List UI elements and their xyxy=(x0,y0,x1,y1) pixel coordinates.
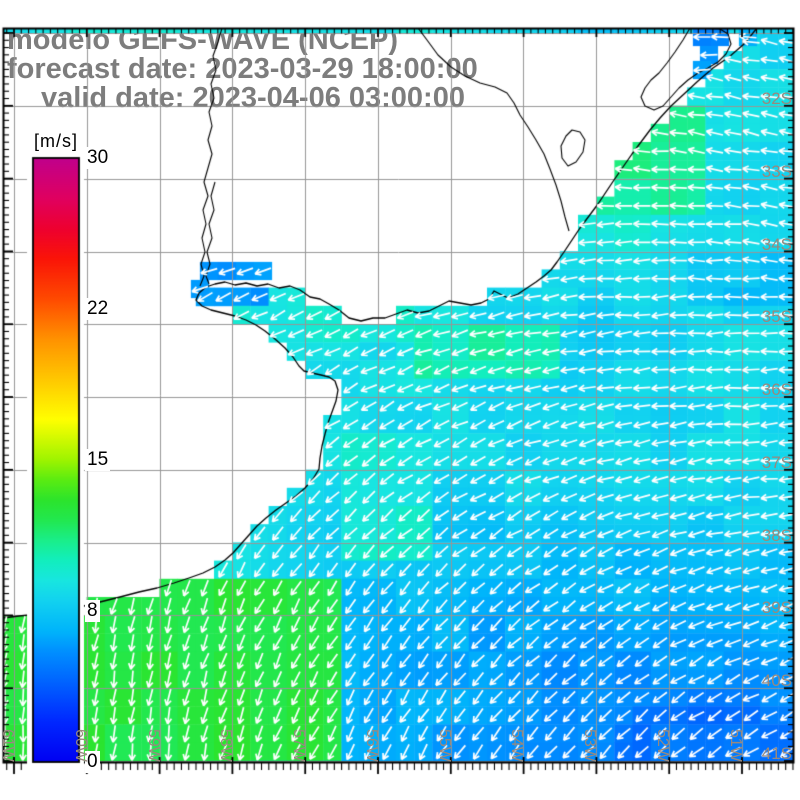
colorbar-tick-0: 0 xyxy=(85,751,100,773)
lon-label-58W: 58W xyxy=(217,729,234,762)
colorbar-unit-label: [m/s] xyxy=(30,131,82,152)
lon-label-60W: 60W xyxy=(72,729,89,762)
lon-label-55W: 55W xyxy=(436,729,453,762)
lat-label-38S: 38S xyxy=(761,526,792,545)
lat-label-32S: 32S xyxy=(761,89,792,108)
lat-label-40S: 40S xyxy=(761,671,792,690)
lat-label-41S: 41S xyxy=(761,744,792,763)
lon-label-52W: 52W xyxy=(654,729,671,762)
lon-label-59W: 59W xyxy=(145,729,162,762)
lat-label-36S: 36S xyxy=(761,380,792,399)
colorbar-tick-15: 15 xyxy=(85,449,111,471)
lon-label-61W: 61W xyxy=(0,729,16,762)
lon-label-51W: 51W xyxy=(727,729,744,762)
lon-label-56W: 56W xyxy=(363,729,380,762)
lon-label-57W: 57W xyxy=(290,729,307,762)
lat-label-34S: 34S xyxy=(761,235,792,254)
lat-label-35S: 35S xyxy=(761,307,792,326)
lat-label-33S: 33S xyxy=(761,162,792,181)
colorbar-tick-8: 8 xyxy=(85,600,100,622)
lat-label-37S: 37S xyxy=(761,453,792,472)
lat-label-39S: 39S xyxy=(761,598,792,617)
lon-label-53W: 53W xyxy=(581,729,598,762)
colorbar-tick-22: 22 xyxy=(85,298,111,320)
lon-label-54W: 54W xyxy=(508,729,525,762)
colorbar-tick-30: 30 xyxy=(85,147,111,169)
